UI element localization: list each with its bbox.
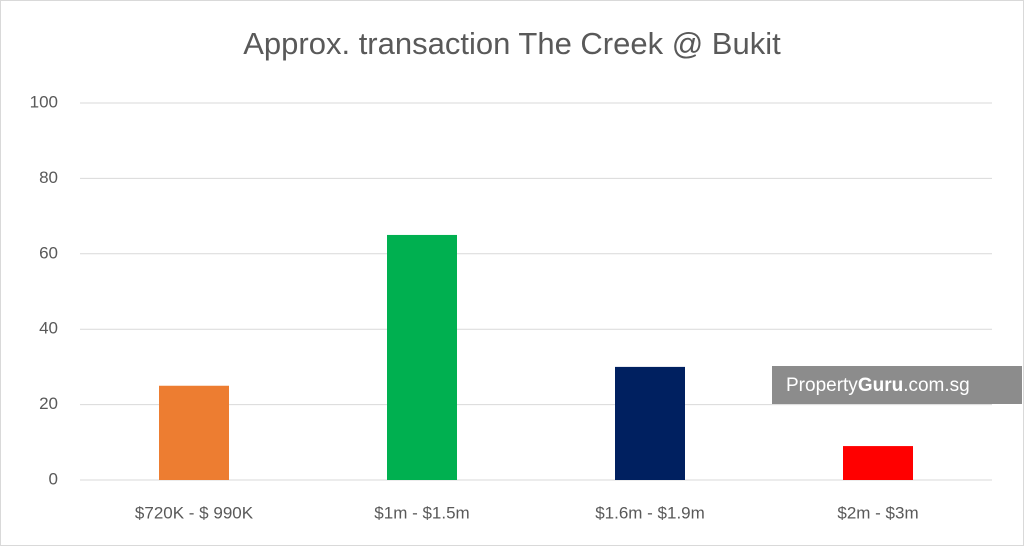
x-tick-label: $1.6m - $1.9m: [595, 503, 705, 522]
y-tick-label: 0: [49, 469, 58, 488]
watermark-part: Guru: [858, 375, 903, 396]
y-tick-label: 60: [39, 243, 58, 262]
watermark-part: .com.sg: [903, 375, 970, 396]
x-tick-label: $720K - $ 990K: [135, 503, 254, 522]
watermark: PropertyGuru.com.sg: [772, 366, 1022, 404]
bar: [159, 385, 229, 480]
y-tick-label: 80: [39, 168, 58, 187]
bar: [615, 366, 685, 480]
chart-title: Approx. transaction The Creek @ Bukit: [243, 26, 781, 61]
y-tick-label: 40: [39, 319, 58, 338]
plot: 0 20 40 60 80 100 $720K - $ 990K $1m - $1.5m $1.…: [30, 92, 992, 522]
watermark-part: Property: [786, 375, 858, 396]
bar: [843, 446, 913, 480]
y-tick-label: 100: [30, 92, 58, 111]
watermark-box: [772, 366, 1022, 404]
y-tick-label: 20: [39, 394, 58, 413]
x-tick-label: $2m - $3m: [837, 503, 918, 522]
x-tick-label: $1m - $1.5m: [374, 503, 469, 522]
watermark-text: PropertyGuru.com.sg: [786, 375, 970, 396]
bar: [387, 234, 457, 480]
